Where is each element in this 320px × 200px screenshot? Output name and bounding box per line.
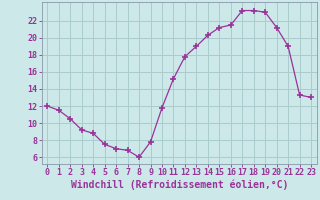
X-axis label: Windchill (Refroidissement éolien,°C): Windchill (Refroidissement éolien,°C) xyxy=(70,180,288,190)
